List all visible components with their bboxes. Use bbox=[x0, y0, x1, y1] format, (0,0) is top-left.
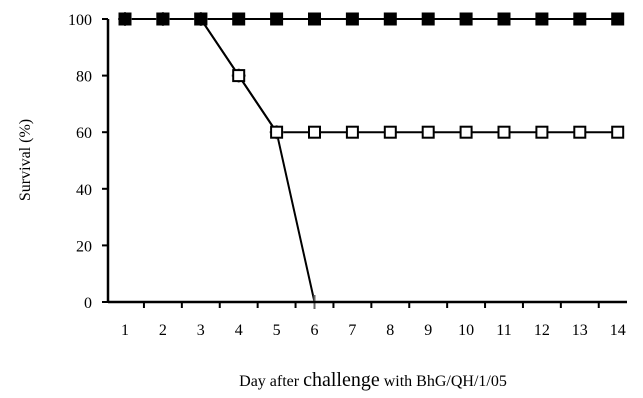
point-open-square bbox=[308, 125, 321, 139]
point-open-square bbox=[611, 125, 625, 139]
x-tick-label: 13 bbox=[572, 322, 588, 339]
y-axis-title: Survival (%) bbox=[17, 119, 34, 201]
point-filled-square bbox=[611, 12, 625, 26]
x-tick-label: 6 bbox=[311, 322, 319, 339]
y-tick-label: 80 bbox=[76, 69, 92, 86]
point-filled-square bbox=[194, 12, 208, 26]
x-axis-title-part-3: with BhG/QH/1/05 bbox=[380, 373, 507, 390]
x-tick-label: 12 bbox=[534, 322, 550, 339]
x-tick-label: 7 bbox=[348, 322, 356, 339]
series-layer bbox=[118, 12, 625, 309]
y-tick-label: 100 bbox=[68, 12, 92, 29]
y-tick-label: 60 bbox=[76, 125, 92, 142]
point-open-square bbox=[270, 125, 284, 139]
x-axis-title: Day after challenge with BhG/QH/1/05 bbox=[239, 369, 507, 391]
x-tick-label: 1 bbox=[121, 322, 129, 339]
point-filled-square bbox=[497, 12, 511, 26]
x-tick-label: 5 bbox=[273, 322, 281, 339]
x-tick-label: 4 bbox=[235, 322, 243, 339]
x-tick-label: 14 bbox=[610, 322, 626, 339]
point-open-square bbox=[497, 125, 511, 139]
point-filled-square bbox=[270, 12, 284, 26]
point-filled-square bbox=[345, 12, 359, 26]
axes bbox=[106, 19, 627, 304]
point-filled-square bbox=[383, 12, 397, 26]
point-filled-square bbox=[156, 12, 170, 26]
point-filled-square bbox=[535, 12, 549, 26]
x-tick-label: 3 bbox=[197, 322, 205, 339]
point-filled-square bbox=[421, 12, 435, 26]
x-tick-label: 10 bbox=[458, 322, 474, 339]
y-tick-label: 40 bbox=[76, 182, 92, 199]
point-open-square bbox=[535, 125, 549, 139]
point-filled-square bbox=[118, 12, 132, 26]
x-tick-label: 11 bbox=[496, 322, 511, 339]
point-open-square bbox=[573, 125, 587, 139]
x-axis-title-part-1: Day after bbox=[239, 373, 303, 390]
point-open-square bbox=[383, 125, 397, 139]
point-filled-square bbox=[459, 12, 473, 26]
y-tick-label: 0 bbox=[84, 295, 92, 312]
series-line-plus bbox=[125, 18, 316, 303]
y-tick-label: 20 bbox=[76, 238, 92, 255]
point-open-square bbox=[459, 125, 473, 139]
x-axis-title-part-2: challenge bbox=[303, 369, 380, 391]
point-filled-square bbox=[232, 12, 246, 26]
point-open-square bbox=[345, 125, 359, 139]
series-line-open-square bbox=[125, 18, 618, 134]
x-tick-label: 8 bbox=[386, 322, 394, 339]
x-tick-label: 9 bbox=[424, 322, 432, 339]
x-tick-label: 2 bbox=[159, 322, 167, 339]
point-open-square bbox=[421, 125, 435, 139]
point-filled-square bbox=[308, 12, 321, 26]
point-filled-square bbox=[573, 12, 587, 26]
point-open-square bbox=[232, 69, 246, 83]
